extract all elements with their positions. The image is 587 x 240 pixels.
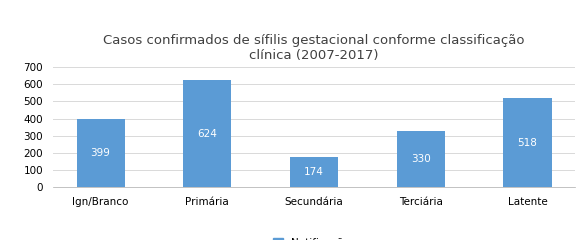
- Bar: [76, 119, 124, 187]
- Text: 174: 174: [304, 167, 324, 177]
- Legend: Notificações: Notificações: [272, 238, 356, 240]
- Title: Casos confirmados de sífilis gestacional conforme classificação
clínica (2007-20: Casos confirmados de sífilis gestacional…: [103, 34, 525, 62]
- Text: 399: 399: [90, 148, 110, 158]
- Bar: [290, 157, 338, 187]
- Text: 518: 518: [518, 138, 538, 148]
- Text: 330: 330: [411, 154, 431, 164]
- Text: 624: 624: [197, 129, 217, 139]
- Bar: [183, 80, 231, 187]
- Bar: [397, 131, 445, 187]
- Bar: [504, 98, 552, 187]
